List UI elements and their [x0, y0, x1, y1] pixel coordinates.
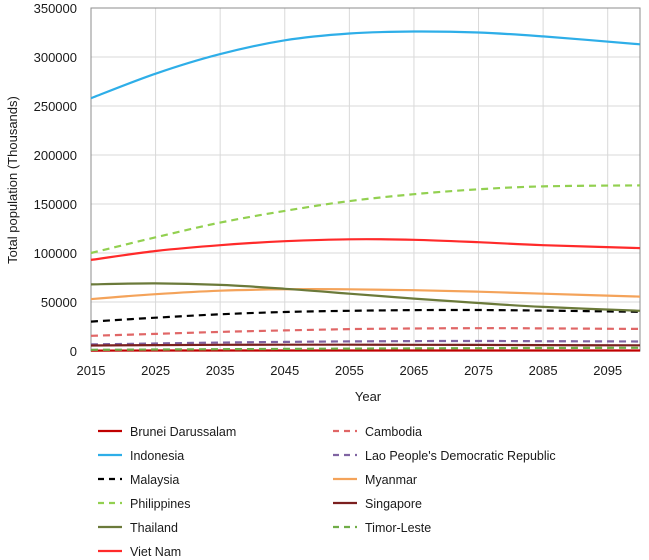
x-tick-label: 2035 — [206, 363, 235, 378]
x-axis-label: Year — [355, 389, 382, 404]
y-tick-label: 100000 — [34, 246, 77, 261]
x-tick-label: 2015 — [77, 363, 106, 378]
y-tick-label: 150000 — [34, 197, 77, 212]
gridlines — [90, 7, 640, 352]
y-tick-label: 200000 — [34, 148, 77, 163]
legend-label: Cambodia — [365, 425, 422, 439]
series-line-philippines — [90, 184, 641, 255]
series-line-cambodia — [90, 327, 641, 337]
series-line-malaysia — [90, 308, 641, 323]
y-tick-label: 50000 — [41, 295, 77, 310]
legend-label: Lao People's Democratic Republic — [365, 449, 556, 463]
series-line-thailand — [90, 282, 641, 312]
legend-label: Thailand — [130, 521, 178, 535]
x-tick-label: 2045 — [270, 363, 299, 378]
legend-label: Myanmar — [365, 473, 417, 487]
y-axis-label: Total population (Thousands) — [5, 96, 20, 264]
legend-label: Malaysia — [130, 473, 179, 487]
series-line-timor-leste — [90, 346, 641, 351]
x-tick-label: 2065 — [399, 363, 428, 378]
y-axis-ticks: 0 50000 100000 150000 200000 250000 300000 3500… — [34, 1, 77, 359]
series-line-myanmar — [90, 288, 641, 301]
x-axis-ticks: 2015 2025 2035 2045 2055 2065 2075 2085 2095 — [77, 363, 623, 378]
y-tick-label: 300000 — [34, 50, 77, 65]
series-lines — [90, 30, 641, 352]
y-tick-label: 350000 — [34, 1, 77, 16]
x-tick-label: 2085 — [529, 363, 558, 378]
series-line-singapore — [90, 343, 641, 347]
y-tick-label: 250000 — [34, 99, 77, 114]
x-tick-label: 2095 — [593, 363, 622, 378]
legend-label: Timor-Leste — [365, 521, 431, 535]
series-line-viet-nam — [90, 238, 641, 261]
legend-label: Indonesia — [130, 449, 184, 463]
series-line-indonesia — [90, 30, 641, 100]
legend-label: Philippines — [130, 497, 190, 511]
legend-label: Viet Nam — [130, 545, 181, 559]
plot-area — [90, 7, 641, 352]
legend-label: Singapore — [365, 497, 422, 511]
x-tick-label: 2025 — [141, 363, 170, 378]
legend-label: Brunei Darussalam — [130, 425, 236, 439]
series-line-lao-people-s-democratic-republic — [90, 339, 641, 346]
x-tick-label: 2055 — [335, 363, 364, 378]
y-tick-label: 0 — [70, 344, 77, 359]
legend: Brunei Darussalam Cambodia Indonesia Lao Pe… — [98, 425, 556, 559]
x-tick-label: 2075 — [464, 363, 493, 378]
